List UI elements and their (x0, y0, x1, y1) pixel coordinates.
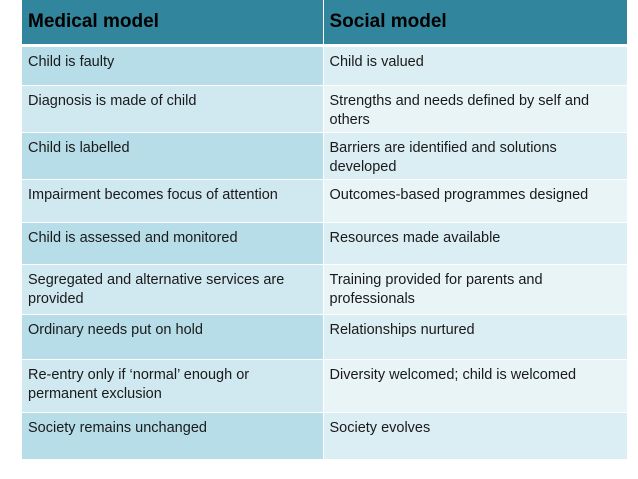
table-row: Segregated and alternative services are … (22, 264, 627, 315)
table-row: Child is labelled Barriers are identifie… (22, 132, 627, 180)
table-row: Diagnosis is made of child Strengths and… (22, 85, 627, 133)
medical-cell: Diagnosis is made of child (22, 85, 324, 133)
header-social-model: Social model (323, 0, 627, 47)
social-cell: Relationships nurtured (323, 314, 627, 360)
social-cell: Resources made available (323, 222, 627, 265)
medical-cell: Segregated and alternative services are … (22, 264, 324, 315)
table-row: Child is faulty Child is valued (22, 45, 627, 86)
header-medical-model: Medical model (22, 0, 324, 47)
social-cell: Outcomes-based programmes designed (323, 179, 627, 223)
social-cell: Diversity welcomed; child is welcomed (323, 359, 627, 413)
table-row: Ordinary needs put on hold Relationships… (22, 314, 627, 360)
medical-cell: Impairment becomes focus of attention (22, 179, 324, 223)
social-cell: Child is valued (323, 45, 627, 86)
medical-cell: Society remains unchanged (22, 412, 324, 460)
social-cell: Barriers are identified and solutions de… (323, 132, 627, 180)
comparison-table: Medical model Social model Child is faul… (22, 0, 627, 460)
table-row: Society remains unchanged Society evolve… (22, 412, 627, 460)
table-row: Impairment becomes focus of attention Ou… (22, 179, 627, 223)
medical-cell: Ordinary needs put on hold (22, 314, 324, 360)
social-cell: Society evolves (323, 412, 627, 460)
table-row: Child is assessed and monitored Resource… (22, 222, 627, 265)
medical-cell: Child is labelled (22, 132, 324, 180)
medical-cell: Child is faulty (22, 45, 324, 86)
header-row: Medical model Social model (22, 0, 627, 47)
table-row: Re-entry only if ‘normal’ enough or perm… (22, 359, 627, 413)
social-cell: Training provided for parents and profes… (323, 264, 627, 315)
social-cell: Strengths and needs defined by self and … (323, 85, 627, 133)
medical-cell: Child is assessed and monitored (22, 222, 324, 265)
medical-cell: Re-entry only if ‘normal’ enough or perm… (22, 359, 324, 413)
